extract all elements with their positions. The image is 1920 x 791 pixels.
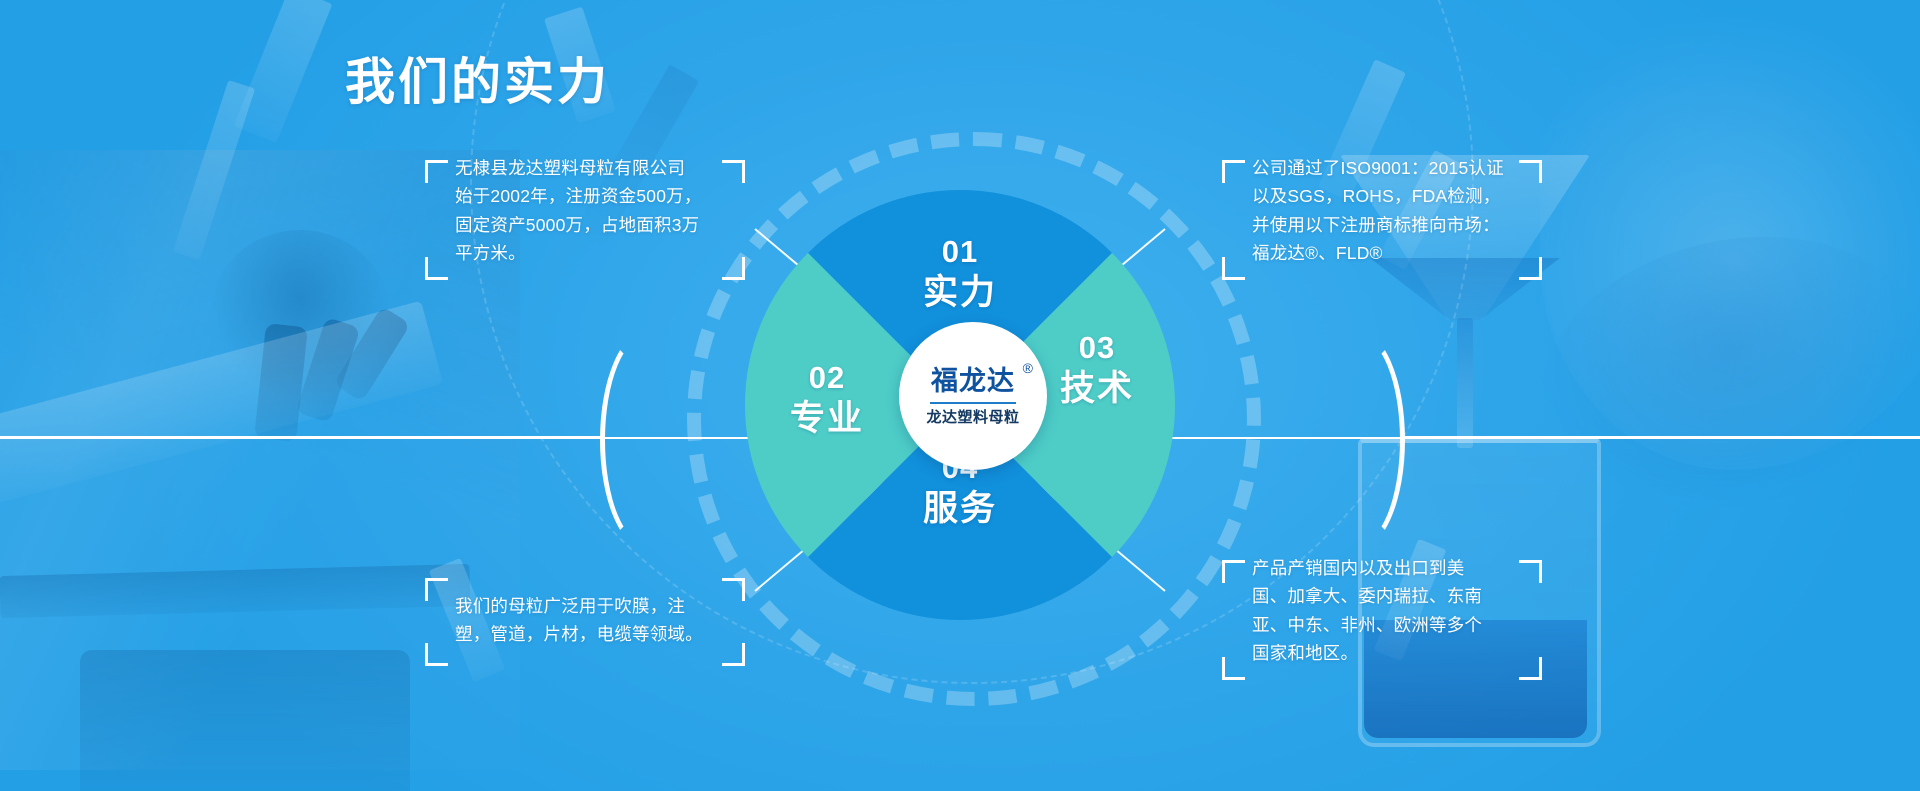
corner-bracket-icon: [722, 578, 745, 601]
right-edge-tick: [1400, 436, 1920, 438]
background-microscope-image: [0, 150, 520, 791]
corner-bracket-icon: [1222, 257, 1245, 280]
callout-top-left: 无棣县龙达塑料母粒有限公司 始于2002年，注册资金500万， 固定资产5000…: [425, 158, 745, 280]
corner-bracket-icon: [1519, 257, 1542, 280]
right-bracket-decoration: [1310, 330, 1405, 550]
microscope-turret: [210, 230, 390, 400]
company-logo: 福龙达 ® 龙达塑料母粒: [899, 322, 1047, 470]
callout-bottom-right-text: 产品产销国内以及出口到美 国、加拿大、委内瑞拉、东南 亚、中东、非州、欧洲等多个…: [1252, 554, 1527, 667]
callout-line: 无棣县龙达塑料母粒有限公司: [455, 158, 686, 178]
callout-top-right: 公司通过了ISO9001：2015认证 以及SGS，ROHS，FDA检测， 并使…: [1222, 158, 1542, 280]
callout-line: 福龙达®、FLD®: [1252, 243, 1383, 264]
corner-bracket-icon: [1222, 657, 1245, 680]
gloved-hand: [1540, 0, 1920, 470]
corner-bracket-icon: [425, 643, 448, 666]
left-edge-tick: [0, 436, 600, 438]
capability-wheel: 01 实力 02 专业 03 技术 04 服务 福龙达 ® 龙达塑料母粒: [687, 132, 1261, 706]
callout-line: 平方米。: [455, 243, 526, 264]
corner-bracket-icon: [722, 257, 745, 280]
callout-bottom-left-text: 我们的母粒广泛用于吹膜，注 塑，管道，片材，电缆等领域。: [455, 592, 725, 649]
callout-line: 始于2002年，注册资金500万，: [455, 186, 702, 207]
callout-top-left-text: 无棣县龙达塑料母粒有限公司 始于2002年，注册资金500万， 固定资产5000…: [455, 154, 725, 267]
corner-bracket-icon: [1519, 160, 1542, 183]
callout-top-right-text: 公司通过了ISO9001：2015认证 以及SGS，ROHS，FDA检测， 并使…: [1252, 154, 1532, 267]
callout-bottom-left: 我们的母粒广泛用于吹膜，注 塑，管道，片材，电缆等领域。: [425, 578, 745, 666]
logo-wordmark: 福龙达 ®: [931, 361, 1033, 396]
callout-line: 我们的母粒广泛用于吹膜，注: [455, 596, 686, 616]
corner-bracket-icon: [425, 160, 448, 183]
page-title: 我们的实力: [345, 54, 610, 110]
left-bracket-decoration: [600, 330, 695, 550]
corner-bracket-icon: [425, 257, 448, 280]
callout-line: 产品产销国内以及出口到美: [1252, 558, 1465, 578]
registered-trademark-icon: ®: [1022, 359, 1034, 376]
logo-wordmark-text: 福龙达: [931, 365, 1015, 396]
callout-line: 并使用以下注册商标推向市场：: [1252, 214, 1500, 235]
corner-bracket-icon: [722, 160, 745, 183]
corner-bracket-icon: [1519, 560, 1542, 583]
corner-bracket-icon: [1222, 160, 1245, 183]
callout-line: 亚、中东、非州、欧洲等多个: [1252, 614, 1483, 635]
corner-bracket-icon: [1519, 657, 1542, 680]
beaker-liquid: [1364, 620, 1587, 738]
callout-bottom-right: 产品产销国内以及出口到美 国、加拿大、委内瑞拉、东南 亚、中东、非州、欧洲等多个…: [1222, 558, 1542, 680]
logo-subtitle: 龙达塑料母粒: [926, 408, 1020, 426]
microscope-base: [80, 650, 410, 791]
corner-bracket-icon: [425, 578, 448, 601]
callout-line: 国、加拿大、委内瑞拉、东南: [1252, 586, 1483, 607]
callout-line: 塑，管道，片材，电缆等领域。: [455, 624, 703, 645]
corner-bracket-icon: [1222, 560, 1245, 583]
corner-bracket-icon: [722, 643, 745, 666]
funnel-stem: [1457, 318, 1473, 448]
callout-line: 国家和地区。: [1252, 643, 1359, 664]
callout-line: 以及SGS，ROHS，FDA检测，: [1252, 186, 1501, 207]
microscope-stage: [0, 563, 471, 619]
logo-divider: [930, 401, 1016, 404]
callout-line: 固定资产5000万，占地面积3万: [455, 214, 700, 235]
callout-line: 公司通过了ISO9001：2015认证: [1252, 158, 1504, 178]
